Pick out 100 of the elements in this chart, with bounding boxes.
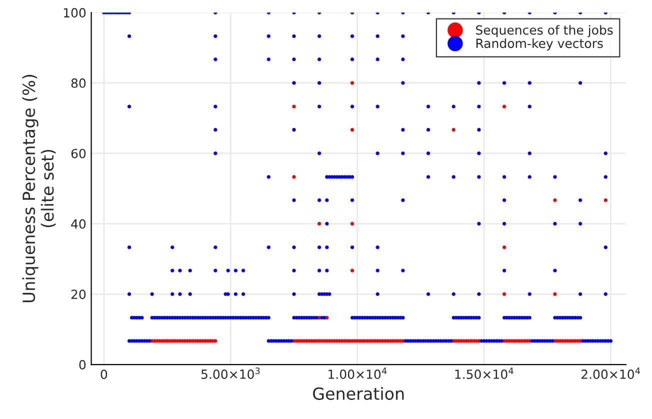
point <box>148 339 152 343</box>
point <box>401 198 405 202</box>
point <box>292 292 296 296</box>
point <box>401 128 405 132</box>
point <box>426 152 430 156</box>
point <box>317 104 322 108</box>
point <box>292 34 296 38</box>
point <box>350 268 354 272</box>
y-tick-label: 20 <box>71 290 86 300</box>
point <box>127 292 132 296</box>
point <box>241 268 246 272</box>
point <box>401 34 405 38</box>
point <box>500 339 504 343</box>
point <box>178 292 182 296</box>
point <box>578 292 582 296</box>
point <box>350 104 354 108</box>
point <box>553 292 557 296</box>
point <box>528 152 532 156</box>
point <box>266 58 270 62</box>
point <box>426 175 430 179</box>
point <box>528 316 532 320</box>
point <box>528 292 532 296</box>
point <box>234 268 238 272</box>
point <box>350 34 354 38</box>
point <box>214 339 218 343</box>
point <box>150 292 154 296</box>
point <box>325 198 329 202</box>
point <box>578 198 582 202</box>
point <box>604 175 608 179</box>
point <box>226 292 230 296</box>
point <box>188 268 192 272</box>
y-tick-label: 80 <box>71 78 86 88</box>
point <box>317 58 322 62</box>
point <box>127 104 132 108</box>
point <box>170 245 174 250</box>
point <box>452 104 456 108</box>
point <box>578 81 582 85</box>
point <box>578 222 582 226</box>
point <box>502 292 506 296</box>
point <box>317 81 322 85</box>
point <box>266 316 270 320</box>
point <box>376 245 380 250</box>
point <box>502 268 506 272</box>
point <box>528 81 532 85</box>
point <box>170 292 174 296</box>
point <box>376 104 380 108</box>
point <box>317 34 322 38</box>
y-tick-label: 0 <box>79 360 86 370</box>
point <box>127 34 132 38</box>
point <box>502 104 506 108</box>
point <box>292 128 296 132</box>
point <box>550 339 554 343</box>
point <box>292 81 296 85</box>
point <box>214 268 218 272</box>
point <box>350 81 354 85</box>
point <box>350 222 354 226</box>
point <box>502 81 506 85</box>
point <box>502 198 506 202</box>
x-tick-label: 1.50×10$^{4}$ <box>455 368 514 379</box>
x-tick-label: 1.00×10$^{4}$ <box>328 368 387 379</box>
point <box>140 316 144 320</box>
point <box>426 104 430 108</box>
point <box>214 58 218 62</box>
point <box>266 245 270 250</box>
point <box>317 245 322 250</box>
point <box>266 34 270 38</box>
point <box>292 198 296 202</box>
point <box>604 292 608 296</box>
point <box>292 245 296 250</box>
point <box>328 292 332 296</box>
point <box>325 268 329 272</box>
point <box>477 175 481 179</box>
point <box>449 339 453 343</box>
point <box>477 292 481 296</box>
point <box>477 316 481 320</box>
point <box>477 81 481 85</box>
y-axis-title: Uniqueness Percentage (%) (elite set) <box>22 74 56 302</box>
x-tick-label: 0 <box>100 370 108 380</box>
point <box>553 198 557 202</box>
y-tick-label: 60 <box>71 148 86 158</box>
point <box>292 58 296 62</box>
point <box>214 128 218 132</box>
point <box>188 292 192 296</box>
point <box>452 128 456 132</box>
point <box>477 152 481 156</box>
point <box>178 268 182 272</box>
point <box>241 292 246 296</box>
point <box>234 292 238 296</box>
point <box>214 152 218 156</box>
point <box>317 268 322 272</box>
point <box>292 175 296 179</box>
point <box>317 152 322 156</box>
x-tick-label: 2.00×10$^{4}$ <box>582 368 640 379</box>
point <box>376 34 380 38</box>
point <box>528 104 532 108</box>
y-tick-label: 40 <box>71 219 86 229</box>
legend-label: Sequences of the jobs <box>476 25 613 38</box>
point <box>322 316 326 320</box>
point <box>553 175 557 179</box>
point <box>502 245 506 250</box>
